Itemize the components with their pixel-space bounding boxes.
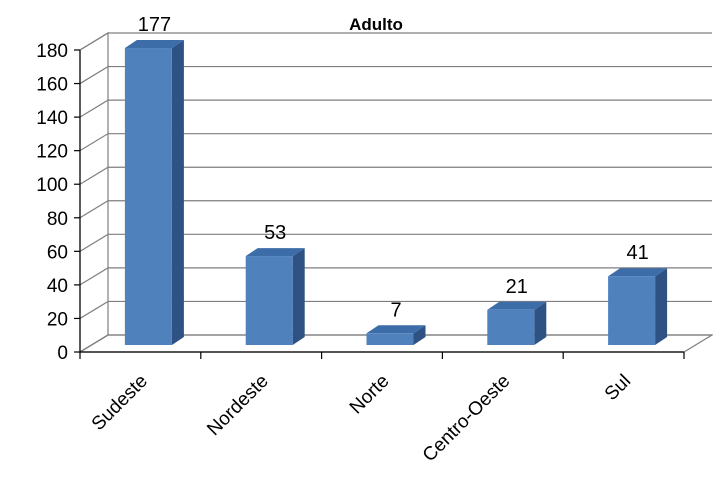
bar — [608, 268, 668, 345]
bar — [245, 248, 305, 345]
x-tick-label: Centro-Oeste — [419, 371, 514, 466]
bar — [366, 325, 426, 345]
y-tick-label: 0 — [57, 343, 68, 364]
x-tick-label: Nordeste — [203, 371, 272, 440]
y-tick-label: 40 — [47, 276, 68, 297]
bar-top — [487, 301, 547, 310]
bar — [487, 301, 547, 345]
y-tick-label: 180 — [36, 41, 68, 62]
y-tick-label: 60 — [47, 242, 68, 263]
y-tick-label: 20 — [47, 309, 68, 330]
y-tick-label: 100 — [36, 175, 68, 196]
data-labels: 177 53 7 21 41 — [138, 14, 649, 321]
gridline — [79, 200, 712, 219]
bar-front — [245, 256, 293, 345]
chart-title: Adulto — [349, 15, 403, 34]
data-label: 41 — [626, 242, 648, 264]
data-label: 53 — [264, 222, 286, 244]
gridline — [79, 233, 712, 252]
bar-side — [655, 268, 668, 345]
y-axis: 0 20 40 60 80 100 120 140 160 180 — [36, 41, 81, 364]
bar-front — [608, 276, 656, 345]
gridline — [79, 65, 712, 85]
x-axis: Sudeste Nordeste Norte Centro-Oeste Sul — [79, 351, 685, 466]
data-label: 7 — [390, 299, 401, 321]
y-tick-label: 140 — [36, 108, 68, 129]
gridlines — [79, 32, 712, 353]
gridline — [79, 267, 712, 286]
y-tick-label: 80 — [47, 209, 68, 230]
bar-top — [608, 268, 668, 277]
y-tick-label: 120 — [36, 142, 68, 163]
data-label: 177 — [138, 14, 171, 36]
bar-front — [124, 48, 172, 346]
data-label: 21 — [506, 276, 528, 298]
bar-side — [171, 40, 184, 346]
bar-side — [292, 248, 305, 345]
bar-side — [534, 301, 547, 345]
bar-front — [366, 333, 414, 345]
y-tick-label: 160 — [36, 75, 68, 96]
gridline — [79, 99, 712, 118]
bars — [124, 40, 668, 346]
gridline — [79, 133, 712, 152]
bar-top — [245, 248, 305, 257]
bar-top — [366, 325, 426, 334]
x-tick-label: Sudeste — [88, 371, 152, 435]
bar-top — [124, 40, 184, 49]
gridline — [79, 166, 712, 185]
bar-front — [487, 309, 535, 345]
bar-side — [413, 325, 426, 345]
bar — [124, 40, 184, 346]
x-tick-label: Norte — [346, 371, 394, 419]
x-tick-label: Sul — [601, 371, 635, 405]
gridline — [79, 32, 712, 51]
gridline — [79, 300, 712, 319]
